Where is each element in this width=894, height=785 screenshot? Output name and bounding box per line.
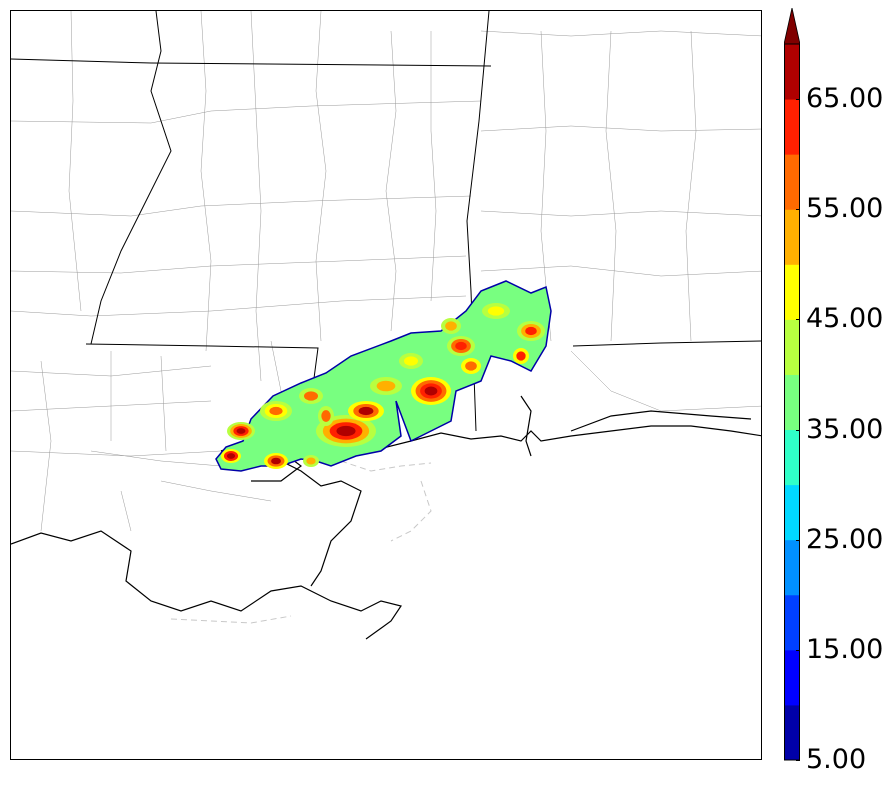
reflectivity-cell: [424, 386, 438, 396]
colorbar-tick: [796, 649, 800, 651]
colorbar-tick-label: 65.00: [806, 83, 884, 115]
reflectivity-cell: [226, 453, 236, 459]
reflectivity-field: [215, 280, 552, 472]
colorbar-tick: [796, 209, 800, 211]
colorbar-segment: [784, 264, 800, 320]
reflectivity-cell: [321, 410, 331, 422]
colorbar-segment: [784, 484, 800, 541]
colorbar: [784, 8, 800, 761]
colorbar-tick: [796, 760, 800, 761]
colorbar-segment: [784, 44, 800, 100]
colorbar-tick: [796, 319, 800, 321]
map-panel: [10, 10, 762, 760]
reflectivity-cell: [336, 425, 356, 437]
reflectivity-cell: [516, 351, 526, 361]
reflectivity-cell: [269, 406, 283, 416]
reflectivity-cell: [271, 457, 281, 465]
colorbar-segment: [784, 319, 800, 375]
reflectivity-cell: [487, 306, 505, 316]
colorbar-tick: [796, 539, 800, 541]
reflectivity-cell: [445, 321, 457, 331]
colorbar-tick-label: 15.00: [806, 633, 884, 665]
colorbar-tick-label: 25.00: [806, 523, 884, 555]
colorbar-tick-label: 35.00: [806, 413, 884, 445]
reflectivity-cell: [465, 361, 477, 371]
reflectivity-cell: [358, 406, 374, 416]
reflectivity-cell: [525, 326, 537, 336]
reflectivity-cell: [376, 380, 396, 392]
reflectivity-cell: [455, 341, 467, 351]
reflectivity-cell: [236, 428, 246, 434]
colorbar-segment: [784, 704, 800, 761]
colorbar-outline: [784, 43, 800, 761]
colorbar-tick: [796, 429, 800, 431]
colorbar-tick: [796, 99, 800, 101]
colorbar-segment: [784, 99, 800, 155]
colorbar-tick-label: 5.00: [806, 744, 867, 775]
colorbar-segment: [784, 539, 800, 596]
colorbar-segment: [784, 429, 800, 486]
colorbar-segment: [784, 649, 800, 706]
county-lines: [11, 11, 761, 532]
reflectivity-cell: [404, 356, 418, 366]
colorbar-extend-arrow: [784, 8, 800, 45]
map-canvas: [11, 11, 761, 640]
colorbar-segment: [784, 154, 800, 210]
colorbar-segment: [784, 209, 800, 265]
colorbar-segment: [784, 594, 800, 651]
reflectivity-cell: [304, 391, 318, 401]
colorbar-tick-label: 45.00: [806, 303, 884, 335]
reflectivity-cell: [306, 457, 316, 465]
water-features: [170, 460, 432, 624]
colorbar-tick-label: 55.00: [806, 193, 884, 225]
colorbar-segment: [784, 374, 800, 431]
